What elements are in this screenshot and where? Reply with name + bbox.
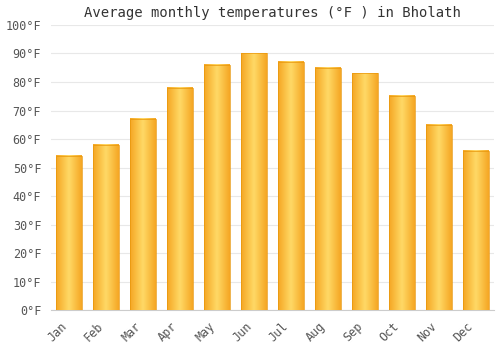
Bar	[463, 150, 489, 310]
Bar	[56, 156, 82, 310]
Bar	[204, 65, 230, 310]
Bar	[352, 74, 378, 310]
Bar	[278, 62, 304, 310]
Bar	[168, 88, 193, 310]
Bar	[94, 145, 120, 310]
Bar	[426, 125, 452, 310]
Title: Average monthly temperatures (°F ) in Bholath: Average monthly temperatures (°F ) in Bh…	[84, 6, 461, 20]
Bar	[389, 96, 415, 310]
Bar	[315, 68, 341, 310]
Bar	[130, 119, 156, 310]
Bar	[242, 54, 267, 310]
